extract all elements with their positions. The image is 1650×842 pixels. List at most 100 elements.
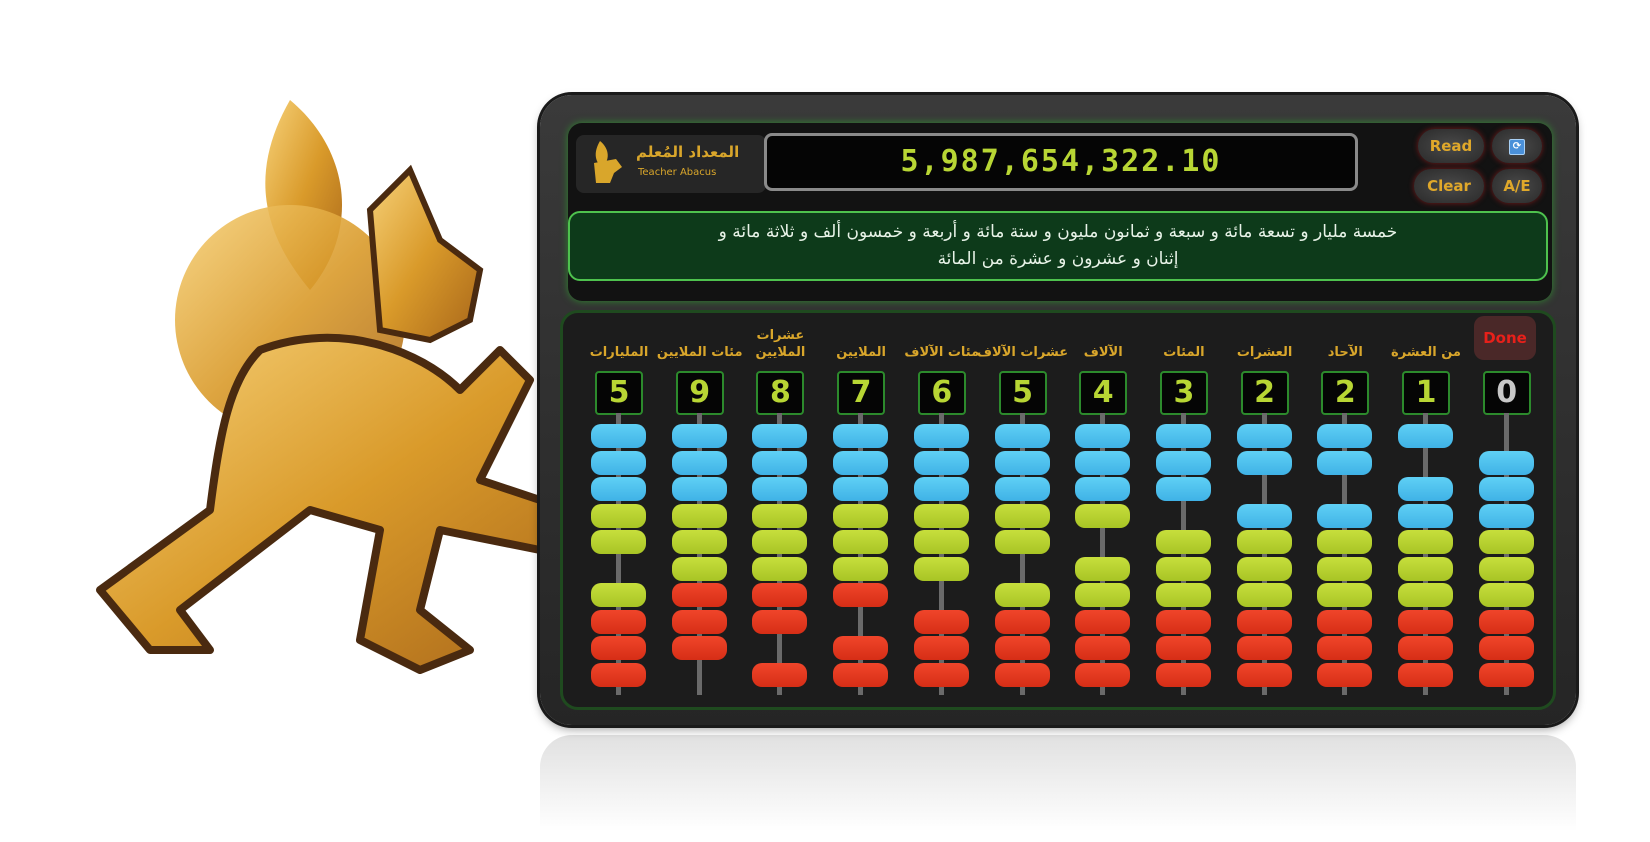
abacus-bead[interactable]: [752, 450, 808, 475]
abacus-bead[interactable]: [1236, 662, 1292, 687]
abacus-bead[interactable]: [1317, 583, 1373, 607]
abacus-bead[interactable]: [994, 530, 1050, 554]
abacus-bead[interactable]: [1398, 424, 1453, 448]
abacus-bead[interactable]: [1317, 609, 1373, 634]
abacus-bead[interactable]: [1317, 450, 1373, 475]
abacus-bead[interactable]: [671, 450, 727, 475]
abacus-bead[interactable]: [994, 583, 1050, 607]
abacus-bead[interactable]: [1155, 636, 1211, 660]
abacus-bead[interactable]: [1155, 662, 1211, 687]
abacus-bead[interactable]: [1075, 477, 1131, 501]
abacus-bead[interactable]: [1317, 503, 1373, 528]
abacus-bead[interactable]: [913, 609, 969, 634]
abacus-bead[interactable]: [913, 556, 969, 581]
abacus-bead[interactable]: [591, 583, 646, 607]
abacus-bead[interactable]: [671, 636, 727, 660]
abacus-bead[interactable]: [1236, 636, 1292, 660]
abacus-bead[interactable]: [1075, 609, 1131, 634]
refresh-button[interactable]: ⟳: [1492, 129, 1542, 163]
abacus-bead[interactable]: [994, 477, 1050, 501]
abacus-bead[interactable]: [1236, 503, 1292, 528]
abacus-bead[interactable]: [752, 424, 808, 448]
abacus-bead[interactable]: [1155, 424, 1211, 448]
abacus-bead[interactable]: [591, 662, 646, 687]
abacus-bead[interactable]: [1317, 556, 1373, 581]
abacus-bead[interactable]: [752, 662, 808, 687]
abacus-bead[interactable]: [833, 583, 889, 607]
abacus-bead[interactable]: [591, 450, 646, 475]
abacus-bead[interactable]: [1075, 424, 1131, 448]
abacus-bead[interactable]: [1236, 530, 1292, 554]
abacus-bead[interactable]: [591, 477, 646, 501]
abacus-bead[interactable]: [1398, 583, 1453, 607]
abacus-bead[interactable]: [1075, 662, 1131, 687]
abacus-bead[interactable]: [1236, 583, 1292, 607]
abacus-bead[interactable]: [913, 424, 969, 448]
abacus-bead[interactable]: [1317, 530, 1373, 554]
abacus-bead[interactable]: [913, 503, 969, 528]
abacus-bead[interactable]: [1075, 583, 1131, 607]
abacus-bead[interactable]: [1317, 424, 1373, 448]
abacus-bead[interactable]: [994, 503, 1050, 528]
abacus-bead[interactable]: [833, 530, 889, 554]
abacus-bead[interactable]: [1236, 556, 1292, 581]
abacus-bead[interactable]: [1478, 503, 1534, 528]
abacus-bead[interactable]: [1075, 450, 1131, 475]
abacus-bead[interactable]: [591, 636, 646, 660]
abacus-bead[interactable]: [913, 636, 969, 660]
abacus-bead[interactable]: [1398, 530, 1453, 554]
abacus-bead[interactable]: [1155, 450, 1211, 475]
abacus-bead[interactable]: [1478, 636, 1534, 660]
abacus-bead[interactable]: [833, 424, 889, 448]
abacus-bead[interactable]: [671, 556, 727, 581]
abacus-bead[interactable]: [1478, 450, 1534, 475]
abacus-bead[interactable]: [671, 609, 727, 634]
abacus-bead[interactable]: [1478, 609, 1534, 634]
abacus-bead[interactable]: [591, 424, 646, 448]
abacus-bead[interactable]: [1155, 477, 1211, 501]
abacus-bead[interactable]: [1478, 556, 1534, 581]
abacus-bead[interactable]: [833, 477, 889, 501]
abacus-bead[interactable]: [752, 477, 808, 501]
abacus-bead[interactable]: [1398, 503, 1453, 528]
done-button[interactable]: Done: [1474, 316, 1536, 360]
abacus-bead[interactable]: [1236, 609, 1292, 634]
abacus-bead[interactable]: [913, 477, 969, 501]
abacus-bead[interactable]: [833, 556, 889, 581]
abacus-bead[interactable]: [833, 503, 889, 528]
abacus-bead[interactable]: [671, 424, 727, 448]
abacus-bead[interactable]: [671, 477, 727, 501]
abacus-bead[interactable]: [913, 530, 969, 554]
abacus-bead[interactable]: [752, 530, 808, 554]
abacus-bead[interactable]: [1478, 662, 1534, 687]
abacus-bead[interactable]: [1317, 636, 1373, 660]
abacus-bead[interactable]: [1075, 503, 1131, 528]
abacus-bead[interactable]: [1075, 556, 1131, 581]
abacus-bead[interactable]: [1398, 477, 1453, 501]
abacus-bead[interactable]: [1398, 636, 1453, 660]
abacus-bead[interactable]: [1155, 556, 1211, 581]
abacus-bead[interactable]: [994, 636, 1050, 660]
abacus-bead[interactable]: [913, 662, 969, 687]
abacus-bead[interactable]: [1236, 424, 1292, 448]
abacus-bead[interactable]: [994, 609, 1050, 634]
abacus-bead[interactable]: [752, 583, 808, 607]
abacus-bead[interactable]: [994, 450, 1050, 475]
abacus-bead[interactable]: [1155, 583, 1211, 607]
abacus-bead[interactable]: [752, 503, 808, 528]
abacus-bead[interactable]: [1478, 530, 1534, 554]
abacus-bead[interactable]: [671, 583, 727, 607]
abacus-bead[interactable]: [1155, 609, 1211, 634]
abacus-bead[interactable]: [1155, 530, 1211, 554]
abacus-bead[interactable]: [994, 424, 1050, 448]
abacus-bead[interactable]: [1478, 583, 1534, 607]
abacus-bead[interactable]: [752, 609, 808, 634]
abacus-bead[interactable]: [833, 636, 889, 660]
abacus-bead[interactable]: [833, 662, 889, 687]
abacus-bead[interactable]: [671, 530, 727, 554]
abacus-bead[interactable]: [752, 556, 808, 581]
abacus-bead[interactable]: [1236, 450, 1292, 475]
abacus-bead[interactable]: [591, 609, 646, 634]
abacus-bead[interactable]: [833, 450, 889, 475]
abacus-bead[interactable]: [994, 662, 1050, 687]
